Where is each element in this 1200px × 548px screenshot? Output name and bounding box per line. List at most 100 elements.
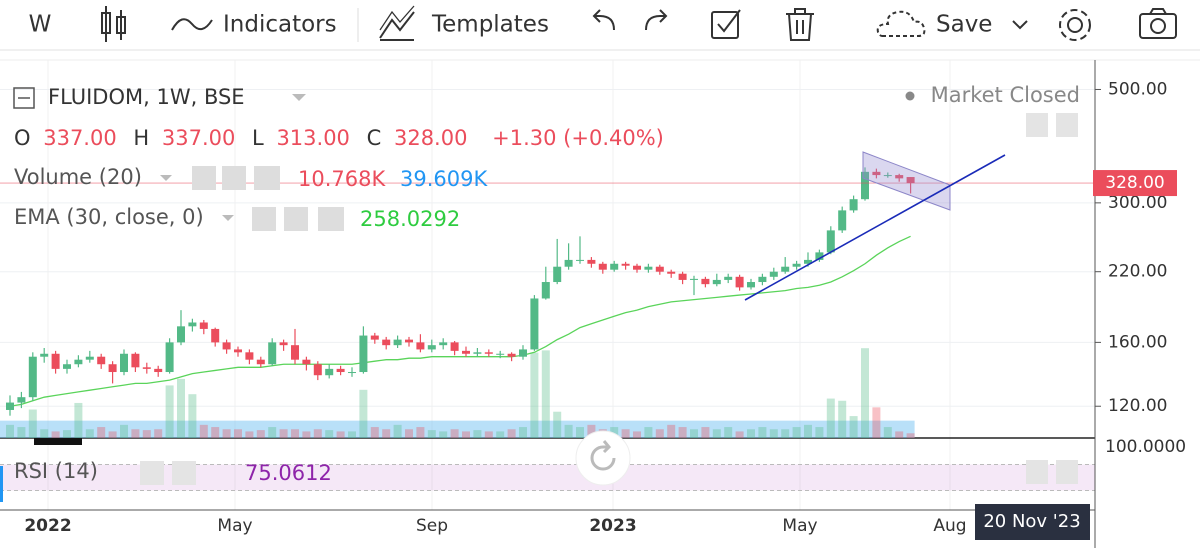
volume-bar (576, 427, 584, 438)
reset-button[interactable] (575, 430, 631, 486)
volume-controls[interactable] (192, 166, 280, 190)
volume-bar (587, 424, 596, 438)
volume-ma-value: 39.609K (400, 167, 488, 191)
volume-bar (51, 431, 60, 438)
volume-bar (370, 427, 379, 438)
volume-bar (473, 430, 482, 438)
volume-bar (553, 411, 562, 438)
save-button[interactable]: Save (936, 12, 992, 38)
candle-body (370, 335, 379, 340)
volume-bar (245, 431, 254, 438)
candle-body (462, 350, 470, 354)
volume-bar (416, 427, 425, 438)
ema-controls[interactable] (252, 207, 344, 231)
candle-body (769, 271, 778, 277)
symbol-menu[interactable] (292, 94, 306, 101)
market-status: Market Closed (931, 83, 1080, 107)
indicators-button[interactable]: Indicators (223, 12, 337, 38)
volume-bar (541, 350, 550, 438)
candle-body (28, 356, 37, 398)
scroll-up[interactable] (1056, 113, 1078, 137)
pane-handle[interactable] (0, 466, 3, 502)
trend-line[interactable] (744, 154, 1006, 301)
candle-body (234, 349, 242, 353)
volume-bar (268, 427, 277, 438)
candle-body (895, 175, 904, 179)
logo[interactable]: W (29, 12, 52, 38)
save-menu[interactable] (1012, 20, 1028, 30)
candle-body (564, 259, 573, 267)
scroll-down[interactable] (1026, 113, 1048, 137)
o-value: 337.00 (43, 126, 116, 150)
cloud-icon[interactable] (876, 10, 926, 37)
settings-button[interactable] (1059, 9, 1091, 41)
rsi-scroll-up[interactable] (1056, 460, 1078, 484)
symbol[interactable]: FLUIDOM, 1W, BSE (48, 85, 245, 109)
ema-title[interactable]: EMA (30, close, 0) (14, 205, 204, 229)
volume-bar (165, 385, 174, 438)
candle-body (815, 252, 824, 260)
candle-body (85, 356, 94, 360)
candle-body (450, 342, 459, 351)
candle-body (17, 397, 26, 403)
volume-menu[interactable] (160, 175, 172, 181)
volume-ma-band (0, 420, 915, 438)
volume-bar (701, 427, 710, 438)
screenshot-button[interactable] (1139, 8, 1177, 39)
volume-title[interactable]: Volume (20) (14, 165, 142, 189)
checkbox-button[interactable] (711, 9, 741, 39)
volume-bar (781, 429, 790, 438)
volume-bar (85, 429, 94, 438)
candle-body (63, 364, 71, 369)
candle-body (199, 322, 208, 329)
candle-body (188, 322, 197, 327)
redo-button[interactable] (645, 9, 668, 31)
rsi-title[interactable]: RSI (14) (14, 459, 98, 483)
volume-bar (826, 398, 835, 438)
volume-bar (564, 424, 573, 438)
candle-body (530, 298, 539, 350)
rsi-controls[interactable] (140, 461, 196, 485)
candle-body (211, 328, 220, 343)
y-tick-label: 220.00 (1108, 262, 1167, 282)
volume-bar (838, 400, 847, 438)
volume-bar (462, 431, 470, 438)
candle-body (120, 353, 128, 373)
candle-body (222, 342, 231, 350)
templates-icon[interactable] (379, 5, 415, 41)
candle-body (97, 356, 106, 365)
candle-body (541, 282, 550, 299)
collapse-button[interactable] (13, 87, 35, 109)
candle-body (667, 271, 676, 274)
candle-body (439, 342, 448, 346)
candle-body (906, 177, 915, 184)
volume-bar (427, 430, 436, 438)
candle-body (40, 353, 49, 357)
time-axis: 2022 May Sep 2023 May Aug (24, 516, 966, 536)
volume-bar (792, 427, 801, 438)
candle-body (336, 368, 345, 373)
indicators-icon[interactable] (171, 18, 213, 31)
rsi-scroll-down[interactable] (1026, 460, 1048, 484)
volume-bar (336, 431, 345, 438)
volume-bar (519, 427, 527, 438)
volume-bar (633, 431, 641, 438)
volume-bar (17, 427, 26, 438)
volume-bar (484, 431, 493, 438)
undo-button[interactable] (592, 9, 615, 31)
candle-icon[interactable] (101, 6, 126, 42)
volume-bar (325, 430, 334, 438)
ema-menu[interactable] (222, 215, 234, 221)
templates-button[interactable]: Templates (431, 12, 549, 38)
last-price-tag (1093, 170, 1177, 197)
volume-bar (883, 427, 892, 438)
trash-button[interactable] (786, 8, 814, 41)
candle-body (313, 364, 322, 376)
candle-body (610, 263, 619, 270)
volume-bar (302, 431, 311, 438)
volume-bar (199, 424, 208, 438)
volume-bar (655, 429, 664, 438)
flag-drawing[interactable] (862, 151, 951, 211)
volume-bar (678, 427, 687, 438)
